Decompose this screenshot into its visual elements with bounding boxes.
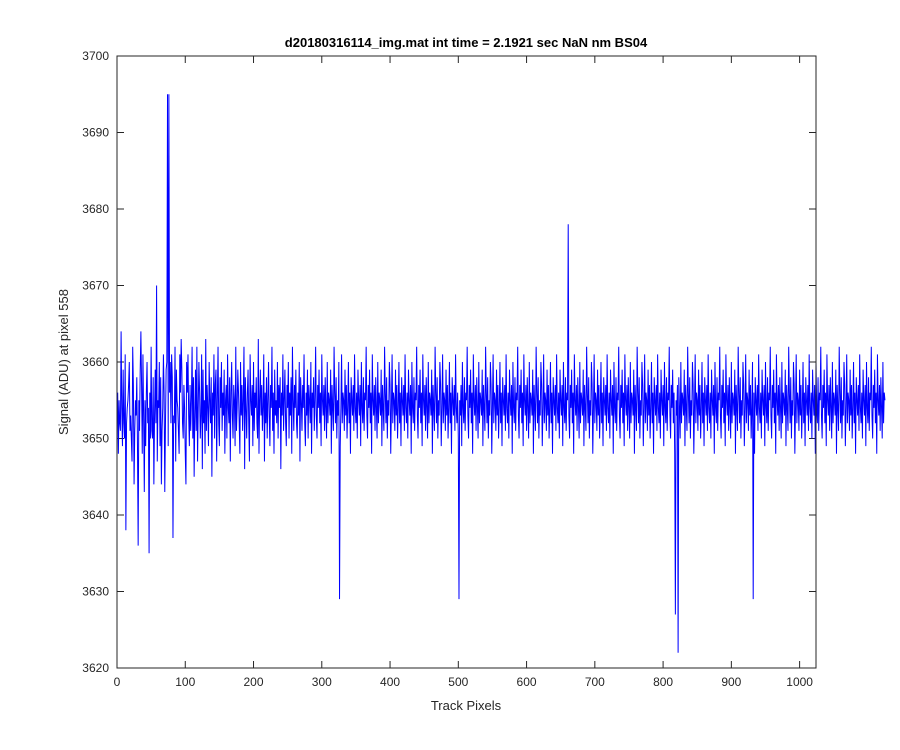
chart-title: d20180316114_img.mat int time = 2.1921 s…	[285, 35, 648, 50]
x-tick-label: 700	[585, 675, 605, 689]
y-tick-label: 3650	[82, 432, 109, 446]
y-tick-label: 3640	[82, 508, 109, 522]
y-tick-label: 3700	[82, 49, 109, 63]
plot-frame	[116, 55, 817, 669]
x-tick-label: 100	[175, 675, 195, 689]
x-tick-label: 500	[448, 675, 468, 689]
x-tick-label: 400	[380, 675, 400, 689]
y-tick-label: 3660	[82, 355, 109, 369]
ticks-layer: 0 100 200 300 400 500 600 700 800 900 1000 3620 3630…	[82, 49, 816, 689]
x-tick-label: 900	[721, 675, 741, 689]
x-tick-label: 300	[312, 675, 332, 689]
y-tick-label: 3630	[82, 585, 109, 599]
x-tick-label: 1000	[786, 675, 813, 689]
y-axis-title: Signal (ADU) at pixel 558	[56, 289, 71, 435]
y-tick-label: 3680	[82, 202, 109, 216]
x-tick-label: 600	[517, 675, 537, 689]
y-tick-label: 3690	[82, 126, 109, 140]
x-tick-label: 200	[244, 675, 264, 689]
y-tick-label: 3670	[82, 279, 109, 293]
signal-series-line	[117, 94, 886, 653]
y-tick-label: 3620	[82, 661, 109, 675]
x-axis-title: Track Pixels	[431, 698, 502, 713]
x-tick-label: 0	[114, 675, 121, 689]
series-layer	[117, 94, 886, 653]
x-tick-label: 800	[653, 675, 673, 689]
